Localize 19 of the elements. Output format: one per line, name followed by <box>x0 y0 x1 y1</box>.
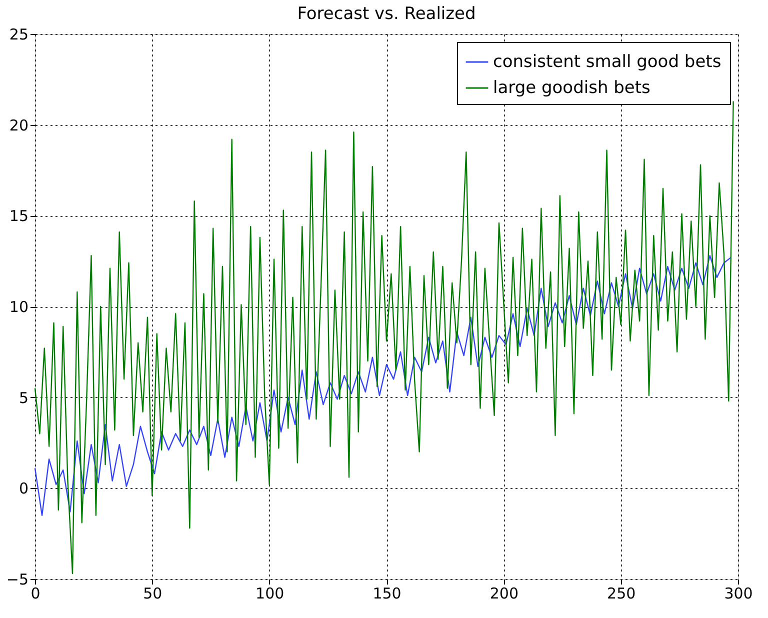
y-tick-label: −5 <box>6 570 28 588</box>
line-series <box>34 255 732 516</box>
x-tick-label: 50 <box>143 584 162 602</box>
y-tick-label: 20 <box>9 116 28 134</box>
y-tick-label: 0 <box>18 480 28 498</box>
line-series <box>34 100 734 574</box>
legend-label: consistent small good bets <box>493 52 722 72</box>
x-tick-label: 100 <box>256 584 284 602</box>
chart-title: Forecast vs. Realized <box>297 4 476 24</box>
y-tick-label: 15 <box>9 207 28 226</box>
y-tick-label: 25 <box>9 26 28 44</box>
x-tick-label: 250 <box>607 584 636 602</box>
x-tick-label: 200 <box>490 584 518 602</box>
legend-label: large goodish bets <box>493 78 651 98</box>
y-tick-label: 10 <box>9 298 28 316</box>
x-tick-label: 300 <box>724 584 753 602</box>
y-tick-label: 5 <box>18 388 28 407</box>
x-tick-label: 150 <box>372 584 402 602</box>
x-tick-label: 0 <box>30 584 40 602</box>
